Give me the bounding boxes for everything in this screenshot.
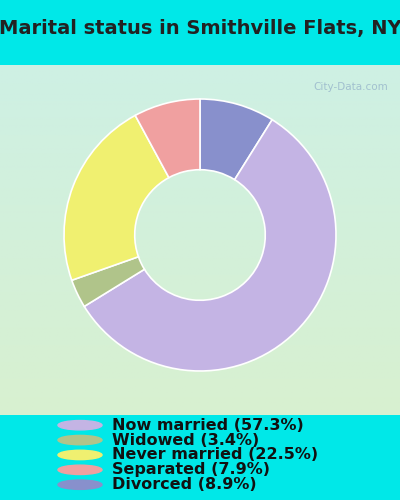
Wedge shape bbox=[72, 256, 144, 306]
Text: Now married (57.3%): Now married (57.3%) bbox=[112, 418, 304, 432]
Text: Divorced (8.9%): Divorced (8.9%) bbox=[112, 477, 257, 492]
Circle shape bbox=[58, 420, 102, 430]
Text: Marital status in Smithville Flats, NY: Marital status in Smithville Flats, NY bbox=[0, 19, 400, 38]
Wedge shape bbox=[200, 99, 272, 180]
Circle shape bbox=[58, 436, 102, 445]
Wedge shape bbox=[84, 120, 336, 371]
Circle shape bbox=[58, 465, 102, 474]
Circle shape bbox=[58, 450, 102, 460]
Wedge shape bbox=[64, 116, 169, 280]
Text: Separated (7.9%): Separated (7.9%) bbox=[112, 462, 270, 477]
Circle shape bbox=[58, 480, 102, 490]
Text: Widowed (3.4%): Widowed (3.4%) bbox=[112, 432, 259, 448]
Text: Never married (22.5%): Never married (22.5%) bbox=[112, 448, 318, 462]
Text: City-Data.com: City-Data.com bbox=[313, 82, 388, 92]
Wedge shape bbox=[135, 99, 200, 178]
